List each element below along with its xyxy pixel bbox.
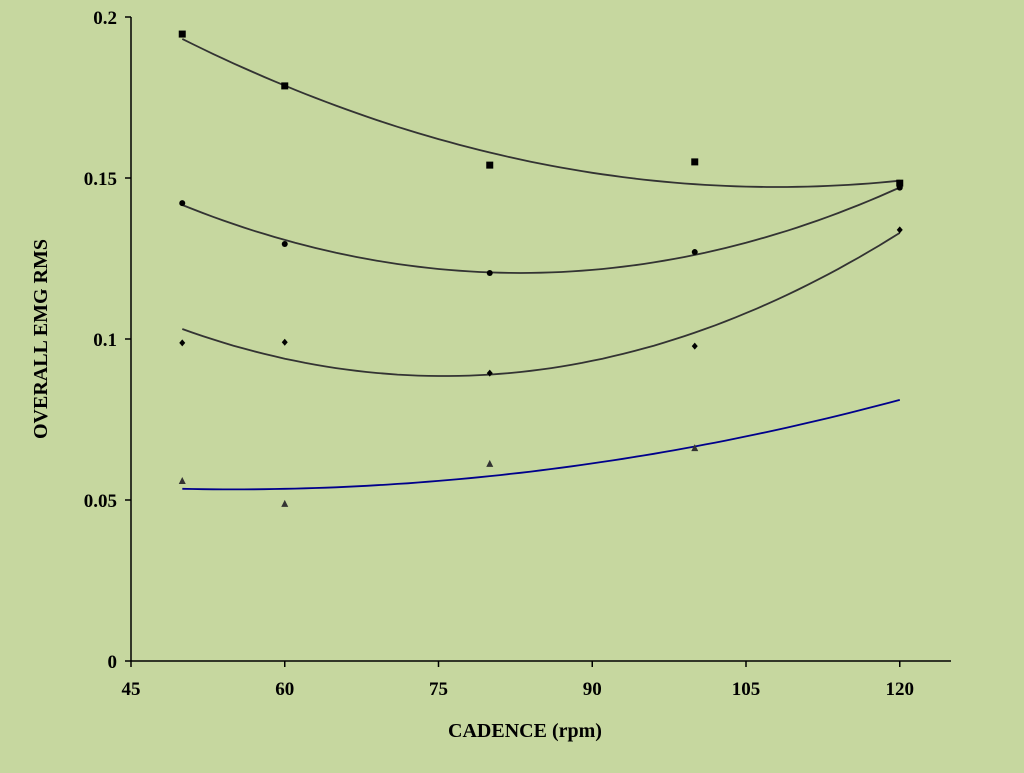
data-points <box>178 30 904 507</box>
square-marker <box>896 179 904 187</box>
x-tick-label: 120 <box>886 679 915 700</box>
x-tick-label: 45 <box>122 679 141 700</box>
x-tick-label: 105 <box>732 679 761 700</box>
square-marker <box>486 161 494 169</box>
x-tick-label: 90 <box>583 679 602 700</box>
circle-marker <box>281 241 288 248</box>
y-tick-label: 0.05 <box>84 491 117 512</box>
diamonds-trendline <box>182 232 901 377</box>
y-tick-label: 0 <box>108 652 118 673</box>
circle-marker <box>486 269 493 276</box>
square-marker <box>281 82 289 90</box>
circle-marker <box>179 200 186 207</box>
y-tick-label: 0.15 <box>84 169 117 190</box>
circle-marker <box>896 184 903 191</box>
x-tick-label: 60 <box>275 679 294 700</box>
axes: 45 60 75 90 105 120 0 0.05 0.1 0.15 0.2 <box>84 8 951 700</box>
diamond-marker <box>896 226 903 234</box>
circle-marker <box>691 249 698 256</box>
y-tick-label: 0.2 <box>93 8 117 29</box>
triangle-marker <box>178 477 186 485</box>
diamond-marker <box>179 339 186 347</box>
triangles-trendline <box>182 399 901 491</box>
diamond-marker <box>281 338 288 346</box>
triangle-marker <box>281 499 289 507</box>
squares-trendline <box>181 38 900 188</box>
y-axis-label: OVERALL EMG RMS <box>30 239 52 439</box>
diamond-marker <box>486 369 493 377</box>
x-axis-label: CADENCE (rpm) <box>448 720 602 742</box>
y-tick-label: 0.1 <box>93 330 117 351</box>
triangle-marker <box>486 459 494 467</box>
circles-trendline <box>181 186 901 274</box>
trendlines <box>181 38 901 491</box>
diamond-marker <box>691 342 698 350</box>
x-tick-label: 75 <box>429 679 448 700</box>
square-marker <box>178 30 186 38</box>
triangle-marker <box>691 444 699 452</box>
square-marker <box>691 158 699 166</box>
